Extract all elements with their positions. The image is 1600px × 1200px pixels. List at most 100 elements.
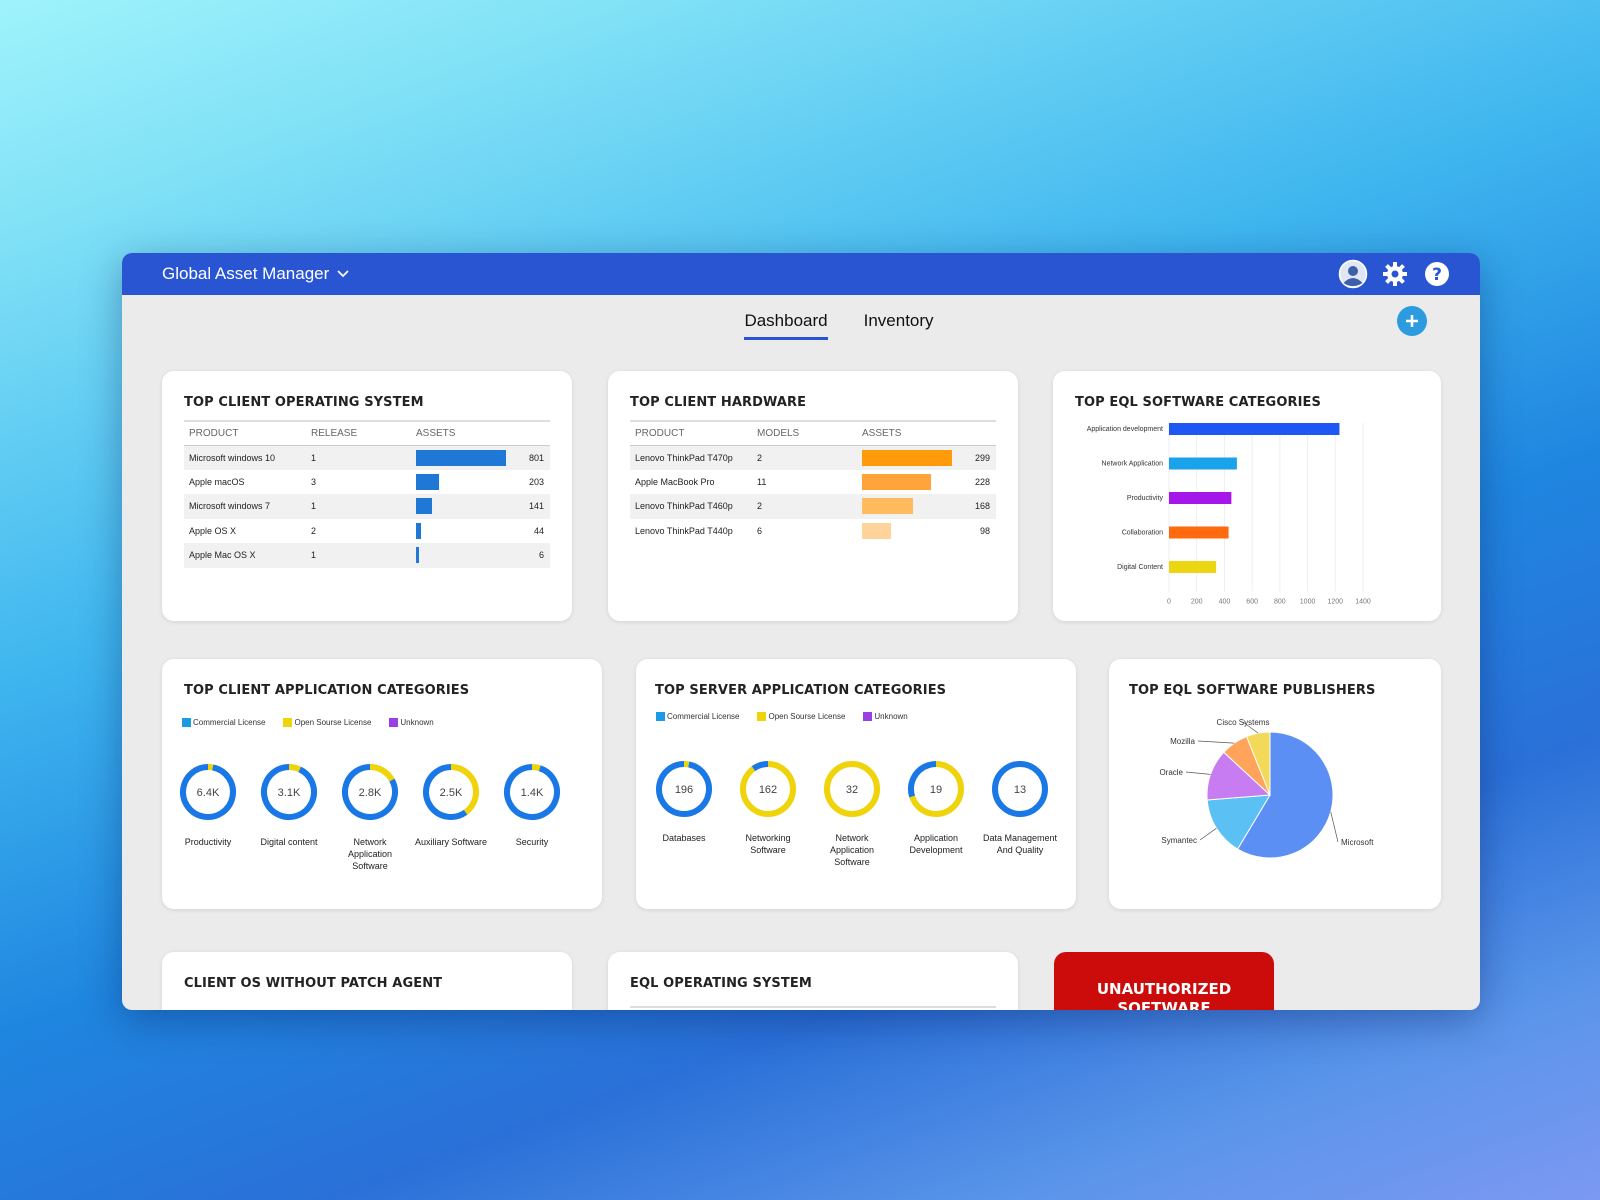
donut-chart[interactable]: 3.1K (256, 759, 323, 826)
table-row[interactable]: Lenovo ThinkPad T440p 6 98 (630, 519, 996, 544)
card-title: TOP SERVER APPLICATION CATEGORIES (655, 683, 947, 698)
pie-label: Microsoft (1341, 838, 1374, 847)
legend-item: Unknown (863, 712, 908, 721)
table-row[interactable]: Apple MacBook Pro 11 228 (630, 470, 996, 495)
user-avatar-icon[interactable] (1338, 259, 1368, 289)
donut-chart[interactable]: 162 (733, 754, 803, 824)
card-title: TOP CLIENT OPERATING SYSTEM (184, 395, 424, 410)
legend-item: Unknown (389, 718, 434, 727)
donut-label: Security (515, 837, 549, 847)
donut-segment-open-source (261, 764, 317, 820)
donut-label: Databases (662, 833, 706, 843)
donut-value: 13 (1014, 784, 1026, 796)
x-tick-label: 200 (1191, 599, 1203, 606)
assets-count: 98 (979, 525, 990, 536)
product-cell: Microsoft windows 10 (184, 445, 306, 470)
pie-label: Mozilla (1170, 737, 1195, 746)
x-tick-label: 800 (1274, 599, 1286, 606)
product-cell: Lenovo ThinkPad T470p (630, 445, 752, 470)
donut-value: 1.4K (521, 787, 544, 799)
card-top-eql-software-publishers: TOP EQL SOFTWARE PUBLISHERS Microsoft Sym… (1109, 659, 1441, 909)
donut-segment-commercial (180, 764, 236, 820)
legend: Commercial License Open Sourse License U… (656, 712, 908, 721)
release-cell: 2 (311, 525, 317, 536)
tab-dashboard[interactable]: Dashboard (744, 311, 828, 340)
assets-bar (416, 498, 432, 515)
release-cell: 3 (311, 476, 317, 487)
x-tick-label: 0 (1167, 599, 1171, 606)
models-cell: 6 (757, 525, 763, 536)
assets-count: 801 (510, 445, 550, 470)
table-row[interactable]: Lenovo ThinkPad T470p 2 299 (630, 445, 996, 470)
pie-label: Symantec (1161, 836, 1197, 845)
category-label: Digital Content (1117, 564, 1163, 571)
category-bar[interactable] (1169, 492, 1232, 504)
donut-chart[interactable]: 6.4K (179, 763, 237, 821)
donut-label: Auxiliary Software (414, 837, 488, 847)
card-client-os-without-patch-agent: CLIENT OS WITHOUT PATCH AGENT (162, 952, 572, 1010)
assets-count: 168 (956, 494, 996, 519)
eql-categories-bar-chart: 0 200 400 600 800 1000 1200 1400 Application dev… (1087, 423, 1371, 606)
unauthorized-software-card[interactable]: UNAUTHORIZED SOFTWARE (1054, 952, 1274, 1010)
assets-count: 203 (528, 476, 544, 487)
category-bar[interactable] (1169, 526, 1229, 539)
legend-item: Commercial License (656, 712, 739, 721)
donut-chart[interactable]: 1.4K (500, 760, 563, 823)
category-bar[interactable] (1169, 423, 1340, 435)
donut-chart[interactable]: 196 (655, 760, 713, 818)
assets-bar (416, 547, 419, 564)
donut-label: Digital content (260, 837, 318, 847)
donut-chart[interactable]: 13 (992, 761, 1048, 817)
help-icon[interactable]: ? (1422, 259, 1452, 289)
gear-icon[interactable] (1380, 259, 1410, 289)
donut-segment-open-source (423, 764, 479, 820)
models-cell: 2 (752, 445, 857, 470)
donut-value: 6.4K (197, 787, 220, 799)
card-title: TOP CLIENT HARDWARE (630, 395, 807, 410)
donut-value: 19 (930, 784, 942, 796)
donut-segment-open-source (908, 761, 964, 817)
card-title: EQL OPERATING SYSTEM (630, 976, 812, 991)
legend: Commercial License Open Sourse License U… (182, 718, 434, 727)
client-app-donut-charts: 6.4K 3.1K 2.8K 2.5K 1.4K (179, 757, 563, 827)
pie-label: Oracle (1159, 768, 1183, 777)
assets-count: 228 (974, 476, 990, 487)
assets-count: 6 (510, 543, 550, 568)
donut-segment-open-source (740, 761, 796, 817)
donut-chart[interactable]: 2.5K (416, 757, 486, 827)
pie-leader-line (1197, 740, 1235, 744)
table-row[interactable]: Apple OS X 2 44 (184, 519, 550, 544)
card-top-client-hardware: TOP CLIENT HARDWARE PRODUCT MODELS ASSET… (608, 371, 1018, 621)
column-header: RELEASE (306, 420, 411, 446)
pie-label: Cisco Systems (1217, 718, 1270, 727)
app-switcher[interactable]: Global Asset Manager (162, 264, 349, 284)
table-row[interactable]: Apple macOS 3 203 (184, 470, 550, 495)
category-bar[interactable] (1169, 561, 1217, 573)
product-cell: Microsoft windows 7 (184, 494, 306, 519)
app-window: Global Asset Manager ? Dashboard Invento… (122, 253, 1480, 1010)
product-cell: Apple Mac OS X (184, 543, 306, 568)
unauthorized-software-label: UNAUTHORIZED SOFTWARE (1096, 980, 1232, 1010)
pie-leader-line (1185, 771, 1211, 775)
table-row[interactable]: Microsoft windows 10 1 801 (184, 445, 550, 470)
category-bar[interactable] (1169, 457, 1237, 470)
donut-chart[interactable]: 2.8K (336, 758, 404, 826)
donut-chart[interactable]: 19 (904, 757, 967, 820)
x-tick-label: 1200 (1327, 599, 1343, 606)
x-tick-label: 1000 (1300, 599, 1316, 606)
add-widget-button[interactable] (1397, 306, 1427, 336)
tab-inventory[interactable]: Inventory (863, 311, 934, 330)
table-row[interactable]: Microsoft windows 7 1 141 (184, 494, 550, 519)
donut-segment-open-source (656, 761, 712, 817)
donut-label: Network Application Software (829, 833, 875, 867)
column-header: ASSETS (857, 420, 956, 446)
donut-label: Networking Software (745, 833, 791, 855)
legend-item: Commercial License (182, 718, 265, 727)
donut-chart[interactable]: 32 (824, 761, 880, 817)
release-cell: 1 (306, 445, 411, 470)
publishers-pie-chart: Microsoft Symantec Oracle Mozilla Cisco Syst… (1159, 718, 1374, 859)
column-header: MODELS (752, 420, 857, 446)
table-row[interactable]: Lenovo ThinkPad T460p 2 168 (630, 494, 996, 519)
category-label: Network Application (1102, 461, 1164, 468)
